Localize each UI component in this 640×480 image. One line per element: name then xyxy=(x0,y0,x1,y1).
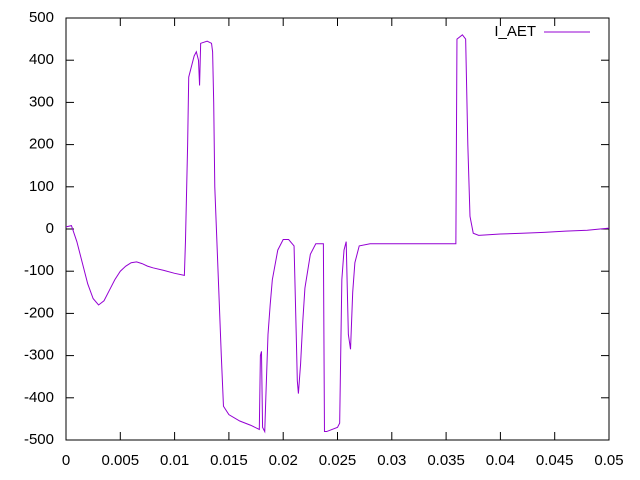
y-tick-label: -500 xyxy=(24,431,54,448)
y-tick-label: 200 xyxy=(29,136,54,153)
x-tick-label: 0.005 xyxy=(102,452,140,469)
x-tick-label: 0.01 xyxy=(160,452,189,469)
plot-border xyxy=(65,17,610,441)
y-tick-label: -400 xyxy=(24,389,54,406)
x-tick-label: 0.015 xyxy=(210,452,248,469)
y-tick-label: 500 xyxy=(29,9,54,26)
x-tick-label: 0.045 xyxy=(536,452,574,469)
y-tick-label: 100 xyxy=(29,178,54,195)
x-tick-label: 0.03 xyxy=(377,452,406,469)
x-tick-label: 0 xyxy=(62,452,70,469)
x-tick-label: 0.025 xyxy=(319,452,357,469)
legend-label: I_AET xyxy=(494,23,536,40)
data-line xyxy=(65,34,610,434)
x-tick-label: 0.02 xyxy=(269,452,298,469)
y-tick-label: -200 xyxy=(24,304,54,321)
y-tick-label: 400 xyxy=(29,51,54,68)
y-tick-label: -100 xyxy=(24,262,54,279)
y-tick-label: 300 xyxy=(29,93,54,110)
x-tick-label: 0.035 xyxy=(427,452,465,469)
x-tick-label: 0.05 xyxy=(594,452,623,469)
x-tick-label: 0.04 xyxy=(486,452,515,469)
y-tick-label: -300 xyxy=(24,347,54,364)
y-tick-label: 0 xyxy=(46,220,54,237)
